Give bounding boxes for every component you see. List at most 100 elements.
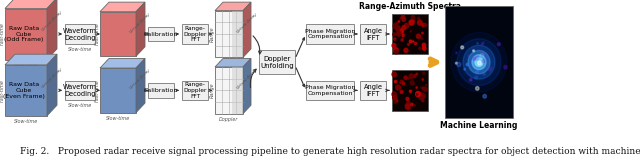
Circle shape [473, 57, 476, 60]
Circle shape [504, 65, 507, 69]
Circle shape [404, 76, 407, 79]
Circle shape [408, 78, 409, 79]
Circle shape [414, 105, 415, 106]
Circle shape [406, 97, 409, 100]
Circle shape [392, 72, 396, 77]
Circle shape [404, 23, 408, 28]
Circle shape [410, 81, 414, 85]
Text: Virtual-Array: Virtual-Array [129, 68, 152, 90]
Text: Fast-time: Fast-time [0, 23, 4, 45]
Text: Fig. 2.   Proposed radar receive signal processing pipeline to generate high res: Fig. 2. Proposed radar receive signal pr… [20, 147, 640, 156]
Circle shape [475, 58, 483, 66]
Circle shape [410, 90, 412, 92]
Circle shape [476, 87, 479, 90]
Circle shape [416, 73, 417, 75]
Circle shape [392, 95, 397, 100]
Circle shape [413, 20, 415, 22]
Circle shape [488, 66, 492, 70]
FancyBboxPatch shape [360, 24, 386, 44]
Circle shape [423, 87, 428, 91]
Circle shape [422, 43, 426, 47]
Circle shape [486, 56, 488, 58]
Text: Fast-time: Fast-time [0, 79, 4, 102]
Circle shape [483, 73, 486, 75]
Text: Waveform
Decoding: Waveform Decoding [63, 84, 97, 97]
Circle shape [422, 93, 426, 98]
Circle shape [397, 33, 398, 34]
FancyBboxPatch shape [182, 24, 208, 44]
Text: Calibration: Calibration [144, 88, 178, 93]
Text: Angle
IFFT: Angle IFFT [364, 27, 383, 41]
Polygon shape [100, 68, 136, 113]
Text: Range-Azimuth Spectra: Range-Azimuth Spectra [359, 2, 461, 11]
Circle shape [409, 20, 414, 25]
Circle shape [420, 23, 422, 24]
Text: Slow-time: Slow-time [68, 103, 92, 108]
Circle shape [464, 68, 466, 70]
Polygon shape [215, 2, 251, 11]
Circle shape [476, 56, 479, 60]
Circle shape [481, 51, 484, 54]
Circle shape [426, 84, 427, 86]
Circle shape [422, 87, 425, 90]
Text: Phase Migration
Compensation: Phase Migration Compensation [305, 85, 355, 96]
Circle shape [419, 47, 421, 50]
Circle shape [422, 32, 423, 34]
Polygon shape [100, 58, 145, 68]
Circle shape [404, 48, 408, 52]
Circle shape [457, 62, 461, 67]
Polygon shape [5, 65, 47, 116]
Text: Fast-time: Fast-time [95, 79, 99, 102]
Circle shape [393, 33, 396, 36]
Polygon shape [5, 0, 57, 8]
Text: Slow-time: Slow-time [14, 119, 38, 124]
Circle shape [406, 106, 410, 110]
Circle shape [394, 81, 397, 83]
Circle shape [488, 67, 492, 71]
Circle shape [415, 92, 420, 96]
Circle shape [472, 55, 486, 70]
Circle shape [477, 43, 478, 44]
Circle shape [408, 43, 410, 45]
Text: Raw Data
Cube
(Even Frame): Raw Data Cube (Even Frame) [3, 82, 45, 99]
Circle shape [405, 104, 410, 109]
Circle shape [413, 75, 416, 77]
Circle shape [410, 31, 412, 32]
Circle shape [394, 101, 396, 103]
Polygon shape [5, 8, 47, 60]
Circle shape [411, 103, 413, 106]
Circle shape [398, 21, 399, 22]
Text: Doppler: Doppler [220, 117, 239, 122]
Circle shape [421, 87, 422, 89]
Circle shape [394, 49, 398, 54]
Circle shape [402, 26, 406, 30]
FancyBboxPatch shape [360, 81, 386, 100]
Circle shape [399, 29, 403, 34]
Text: Virtual-Array: Virtual-Array [236, 11, 258, 34]
Circle shape [413, 41, 414, 42]
Text: Angle
IFFT: Angle IFFT [364, 84, 383, 97]
FancyBboxPatch shape [306, 81, 354, 100]
Circle shape [412, 83, 413, 85]
Circle shape [406, 103, 410, 108]
Circle shape [396, 85, 401, 90]
Polygon shape [215, 58, 251, 67]
Polygon shape [100, 12, 136, 56]
Circle shape [473, 50, 474, 52]
Circle shape [396, 26, 400, 31]
Circle shape [422, 79, 424, 80]
Text: Doppler
Unfolding: Doppler Unfolding [260, 56, 294, 69]
Circle shape [400, 80, 403, 83]
Circle shape [417, 94, 418, 95]
Circle shape [416, 87, 417, 88]
Text: Slow-time: Slow-time [106, 116, 130, 121]
Circle shape [481, 54, 484, 56]
Polygon shape [215, 11, 243, 57]
Circle shape [476, 70, 479, 73]
Circle shape [393, 24, 398, 28]
Circle shape [461, 46, 463, 49]
Circle shape [483, 42, 484, 44]
Text: Slow-time: Slow-time [14, 63, 38, 68]
Circle shape [475, 76, 477, 79]
Text: Fast-time: Fast-time [95, 23, 99, 45]
